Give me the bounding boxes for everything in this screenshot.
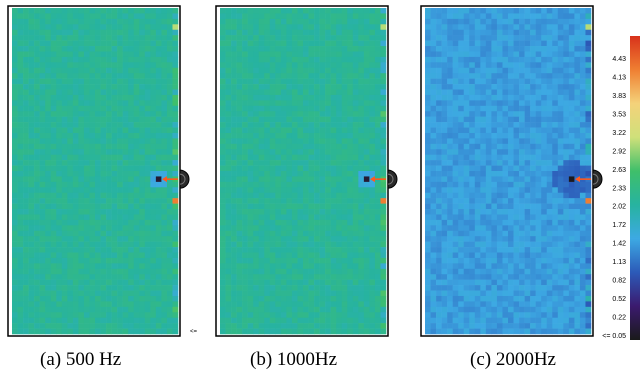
- colorbar-tick-label: 1.72: [612, 222, 626, 229]
- caption-2000hz: (c) 2000Hz: [470, 349, 556, 370]
- heatmap-panel-1000hz: [215, 5, 398, 337]
- source-arrow-head: [575, 176, 580, 183]
- heatmap-cells: [12, 8, 179, 335]
- colorbar-tick-label: 3.22: [612, 130, 626, 137]
- source-arrow-head: [370, 176, 375, 183]
- caption-500hz: (a) 500 Hz: [40, 349, 121, 370]
- heatmap-cells: [220, 8, 387, 335]
- source-marker-ring: [387, 173, 394, 185]
- source-marker-ring: [592, 173, 599, 185]
- small-label: <=: [190, 329, 198, 335]
- colorbar-tick-label: 2.33: [612, 185, 626, 192]
- source-arrow-head: [162, 176, 167, 183]
- colorbar-tick-label: 1.13: [612, 259, 626, 266]
- caption-1000hz: (b) 1000Hz: [250, 349, 337, 370]
- heatmap-panel-2000hz: [420, 5, 603, 337]
- colorbar: 4.43 4.13 3.83 3.53 3.22 2.92 2.63 2.33 2.02 1.72…: [602, 36, 640, 340]
- colorbar-tick-label: 0.22: [612, 315, 626, 322]
- colorbar-tick-label: 1.42: [612, 241, 626, 248]
- colorbar-tick-label: 2.92: [612, 148, 626, 155]
- heatmap-cells: [425, 8, 592, 335]
- colorbar-gradient: [630, 36, 640, 340]
- colorbar-tick-label: 3.83: [612, 93, 626, 100]
- colorbar-tick-label: 4.13: [612, 75, 626, 82]
- colorbar-tick-label: 3.53: [612, 111, 626, 118]
- source-marker-ring: [179, 173, 186, 185]
- heatmap-panel-500hz: [7, 5, 190, 337]
- colorbar-tick-label: 0.52: [612, 296, 626, 303]
- colorbar-tick-label: <= 0.05: [602, 333, 626, 340]
- colorbar-tick-label: 2.63: [612, 167, 626, 174]
- colorbar-tick-label: 2.02: [612, 204, 626, 211]
- colorbar-tick-label: 0.82: [612, 278, 626, 285]
- colorbar-tick-label: 4.43: [612, 56, 626, 63]
